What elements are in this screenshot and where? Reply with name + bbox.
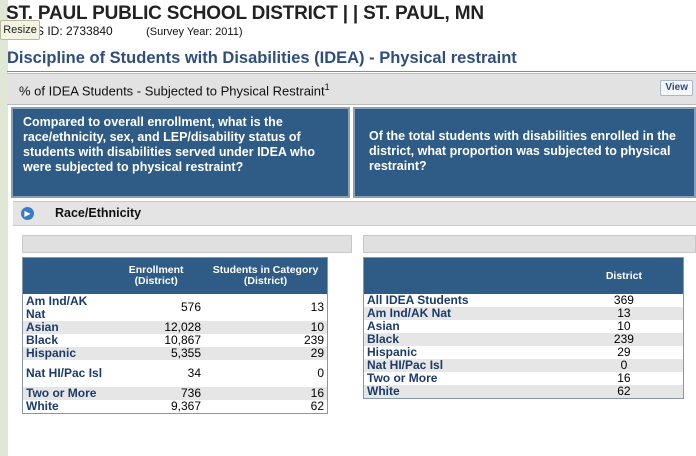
- row-value: 10: [564, 320, 684, 333]
- row-enrollment: 736: [108, 387, 205, 400]
- city-name: ST. PAUL, MN: [363, 3, 484, 24]
- row-value: 29: [564, 346, 684, 359]
- row-category: Am Ind/AK Nat: [363, 307, 565, 320]
- row-value: 0: [564, 359, 684, 372]
- row-enrollment: 5,355: [108, 347, 205, 360]
- row-category: Black: [22, 334, 109, 347]
- row-students: 13: [204, 294, 328, 321]
- left-table-spacer: [22, 235, 352, 253]
- row-enrollment: 10,867: [108, 334, 205, 347]
- table-row: Am Ind/AK Nat 13: [363, 307, 684, 320]
- table-row: Hispanic 29: [363, 346, 684, 359]
- arrow-right-circle-icon[interactable]: ▶: [21, 207, 34, 220]
- table-row: Two or More 736 16: [22, 387, 328, 400]
- column-header: [22, 257, 109, 294]
- row-category: Nat HI/Pac Isl: [22, 360, 109, 387]
- row-value: 239: [564, 333, 684, 346]
- district-meta: S ID: 2733840 (Survey Year: 2011): [36, 24, 243, 38]
- row-category: Asian: [363, 320, 565, 333]
- row-students: 16: [204, 387, 328, 400]
- row-category: Two or More: [363, 372, 565, 385]
- row-value: 369: [564, 294, 684, 307]
- row-students: 10: [204, 321, 328, 334]
- row-enrollment: 9,367: [108, 400, 205, 414]
- row-enrollment: 12,028: [108, 321, 205, 334]
- table-row: White 62: [363, 385, 684, 399]
- page-title: ST. PAUL PUBLIC SCHOOL DISTRICT | | ST. …: [6, 3, 484, 25]
- resize-handle[interactable]: Resize: [0, 20, 40, 40]
- row-enrollment: 34: [108, 360, 205, 387]
- row-value: 62: [564, 385, 684, 399]
- table-row: Nat HI/Pac Isl 0: [363, 359, 684, 372]
- column-header: [363, 257, 565, 294]
- table-row: Nat HI/Pac Isl 34 0: [22, 360, 328, 387]
- row-category: White: [22, 400, 109, 414]
- row-category: Nat HI/Pac Isl: [363, 359, 565, 372]
- left-edge-strip: [0, 0, 8, 456]
- row-category: White: [363, 385, 565, 399]
- measure-label: % of IDEA Students - Subjected to Physic…: [19, 82, 330, 99]
- race-ethnicity-label: Race/Ethnicity: [55, 206, 142, 220]
- enrollment-table: Enrollment (District) Students in Catego…: [22, 257, 328, 414]
- district-table: District All IDEA Students 369 Am Ind/AK…: [363, 257, 684, 399]
- table-row: Am Ind/AK Nat 576 13: [22, 294, 328, 321]
- column-header-enrollment: Enrollment (District): [108, 257, 205, 294]
- column-header-students: Students in Category (District): [204, 257, 328, 294]
- row-value: 16: [564, 372, 684, 385]
- row-category: Two or More: [22, 387, 109, 400]
- table-row: Black 10,867 239: [22, 334, 328, 347]
- row-category: Asian: [22, 321, 109, 334]
- footnote-marker: 1: [324, 82, 330, 92]
- race-ethnicity-section-header[interactable]: ▶ Race/Ethnicity: [13, 201, 696, 226]
- row-value: 13: [564, 307, 684, 320]
- survey-year: (Survey Year: 2011): [146, 26, 243, 38]
- right-table-spacer: [363, 235, 696, 253]
- row-category: Black: [363, 333, 565, 346]
- district-id: S ID: 2733840: [36, 24, 113, 38]
- question-panel-left: Compared to overall enrollment, what is …: [11, 107, 350, 198]
- row-category: Hispanic: [363, 346, 565, 359]
- column-header-district: District: [564, 257, 684, 294]
- table-row: Hispanic 5,355 29: [22, 347, 328, 360]
- section-title: Discipline of Students with Disabilities…: [7, 49, 517, 67]
- table-row: Black 239: [363, 333, 684, 346]
- row-students: 239: [204, 334, 328, 347]
- district-name: ST. PAUL PUBLIC SCHOOL DISTRICT: [6, 3, 338, 24]
- measure-bar: % of IDEA Students - Subjected to Physic…: [7, 73, 696, 105]
- title-divider: [7, 71, 696, 72]
- row-students: 62: [204, 400, 328, 414]
- row-students: 29: [204, 347, 328, 360]
- view-button[interactable]: View: [660, 80, 693, 96]
- table-row: Asian 10: [363, 320, 684, 333]
- table-row: All IDEA Students 369: [363, 294, 684, 307]
- table-row: White 9,367 62: [22, 400, 328, 414]
- question-panel-right: Of the total students with disabilities …: [353, 107, 696, 198]
- row-category: Am Ind/AK Nat: [22, 294, 109, 321]
- row-category: Hispanic: [22, 347, 109, 360]
- row-students: 0: [204, 360, 328, 387]
- row-enrollment: 576: [108, 294, 205, 321]
- title-separator: | |: [342, 3, 359, 24]
- row-category: All IDEA Students: [363, 294, 565, 307]
- table-row: Asian 12,028 10: [22, 321, 328, 334]
- table-row: Two or More 16: [363, 372, 684, 385]
